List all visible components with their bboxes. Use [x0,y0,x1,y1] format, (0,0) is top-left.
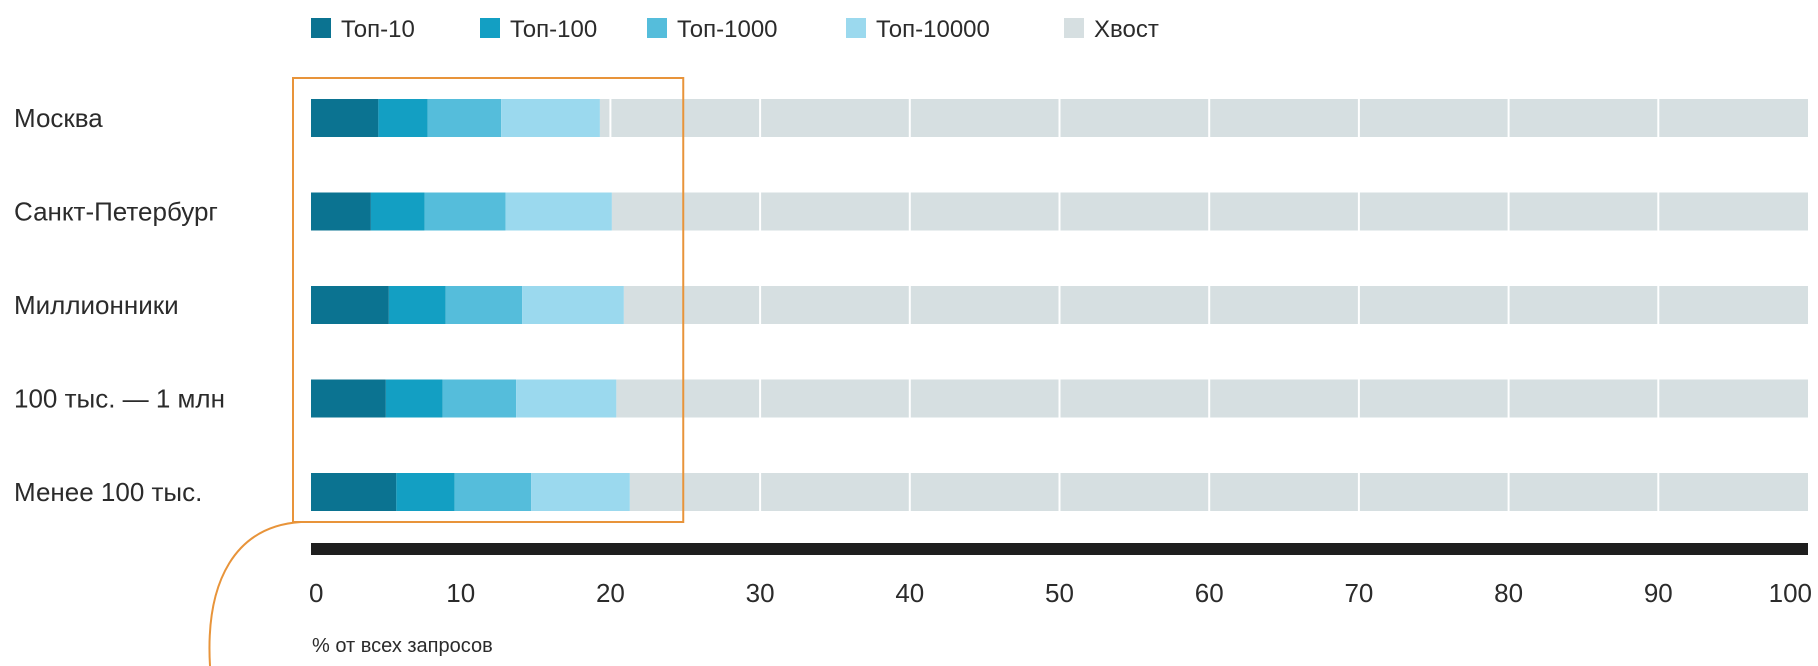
bar-separators [609,99,1660,511]
bar-segment [396,473,455,511]
bar-segment [505,192,612,231]
bar-segment [531,473,630,511]
highlight-rect [292,77,685,523]
bar-segment [311,99,379,137]
bar-segment [445,286,523,324]
x-tick-label: 20 [596,578,625,608]
x-tick-label: 80 [1494,578,1523,608]
bar-segment [388,286,446,324]
bar-segment [311,379,386,418]
x-tick-label: 30 [746,578,775,608]
legend-swatch [647,18,667,38]
legend-swatch [846,18,866,38]
bar-segment [623,286,1808,324]
bar-segment [311,473,397,511]
x-axis-line [311,543,1808,555]
legend-label: Топ-10000 [876,16,990,43]
x-tick-label: 50 [1045,578,1074,608]
bar-segment [599,99,1808,137]
category-label: Санкт-Петербург [14,197,218,227]
bar-segment [424,192,506,231]
highlight-connector [208,521,302,666]
bar-segment [522,286,624,324]
bar-segment [385,379,443,418]
legend-label: Топ-100 [510,16,597,43]
bar-segment [516,379,617,418]
bar-segment [616,379,1809,418]
legend-label: Топ-1000 [677,16,778,43]
x-tick-label: 70 [1344,578,1373,608]
category-labels: Москва Санкт-Петербург Миллионники 100 тыс.… [14,103,225,507]
legend: Топ-10 Топ-100 Топ-1000 Топ-10000 Хвост [311,16,1159,43]
bar-segment [442,379,517,418]
x-tick-label: 60 [1195,578,1224,608]
category-label: 100 тыс. — 1 млн [14,384,225,414]
x-axis: 0 10 20 30 40 50 60 70 80 90 100 [309,543,1812,608]
legend-swatch [311,18,331,38]
bar-segment [370,192,425,231]
highlight-box [208,77,685,666]
x-tick-label: 90 [1644,578,1673,608]
bar-segment [378,99,428,137]
bar-segment [454,473,532,511]
legend-swatch [1064,18,1084,38]
bar-segment [311,192,371,231]
category-label: Москва [14,103,103,133]
legend-swatch [480,18,500,38]
x-tick-label: 40 [895,578,924,608]
x-tick-label: 100 [1769,578,1812,608]
bars [311,99,1809,511]
category-label: Миллионники [14,290,179,320]
legend-label: Хвост [1094,16,1159,43]
bar-segment [629,473,1808,511]
x-axis-title: % от всех запросов [312,635,493,657]
bar-segment [427,99,502,137]
category-label: Менее 100 тыс. [14,477,202,507]
x-tick-label: 0 [309,578,323,608]
x-tick-label: 10 [446,578,475,608]
legend-label: Топ-10 [341,16,415,43]
bar-segment [311,286,389,324]
bar-segment [501,99,600,137]
